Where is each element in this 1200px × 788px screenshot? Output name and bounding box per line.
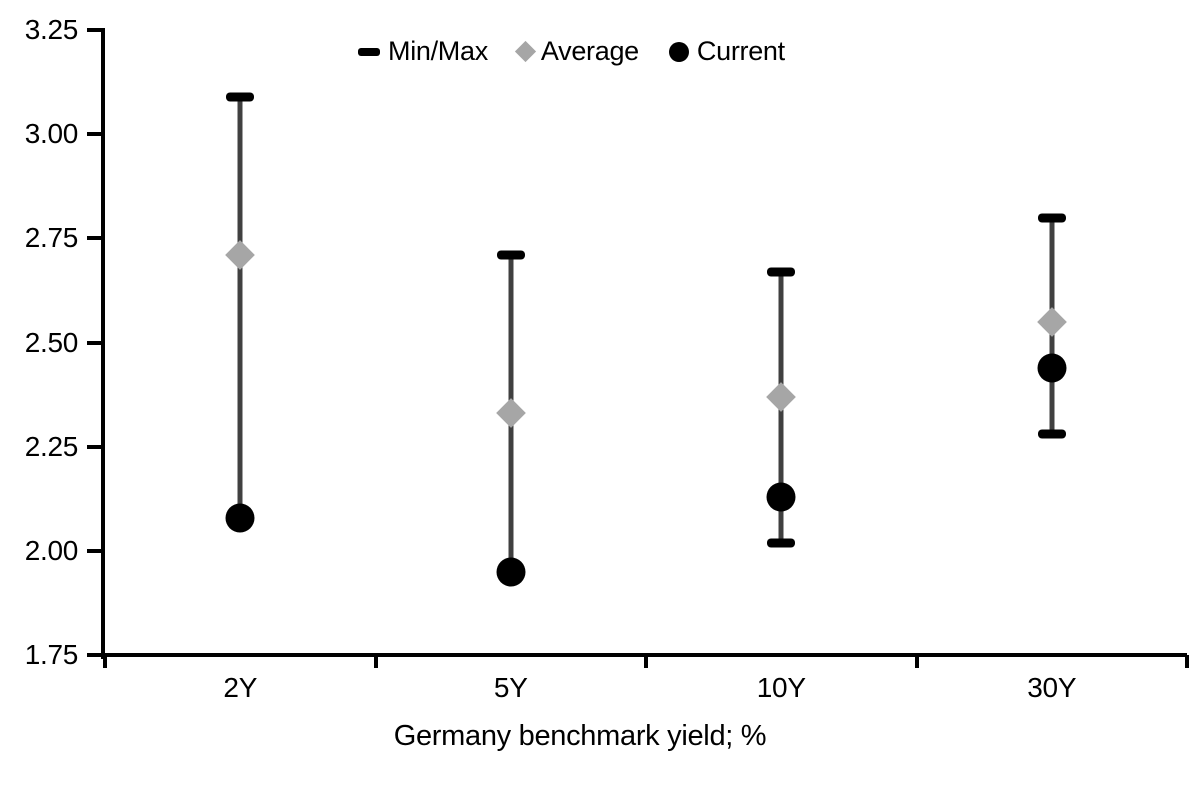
- x-axis-title: Germany benchmark yield; %: [393, 720, 767, 752]
- y-tick: [87, 132, 101, 137]
- y-tick-label: 2.50: [24, 326, 79, 358]
- average-diamond: [766, 381, 797, 412]
- max-cap: [226, 92, 255, 102]
- y-tick: [87, 444, 101, 449]
- current-dot: [225, 503, 255, 532]
- max-cap: [1037, 213, 1066, 222]
- current-dot: [1037, 353, 1067, 382]
- x-tick: [103, 655, 107, 668]
- y-tick-label: 3.25: [24, 14, 79, 45]
- legend-item-average: Average: [514, 36, 639, 67]
- y-tick-label: 2.25: [24, 430, 79, 462]
- x-category-label: 10Y: [756, 672, 806, 703]
- y-tick-label: 2.75: [24, 222, 79, 254]
- y-axis-line: [101, 28, 105, 659]
- average-diamond: [225, 240, 256, 270]
- legend-label: Average: [540, 36, 639, 66]
- y-tick: [87, 653, 101, 657]
- y-tick: [87, 236, 101, 241]
- y-tick: [87, 340, 101, 345]
- y-tick: [87, 28, 101, 32]
- y-tick: [87, 548, 101, 553]
- legend-label: Min/Max: [388, 36, 488, 66]
- dash-marker-icon: [358, 47, 380, 56]
- range-line: [237, 96, 243, 518]
- x-category-label: 30Y: [1027, 672, 1077, 703]
- average-diamond: [1036, 306, 1067, 337]
- legend-item-min-max: Min/Max: [358, 36, 488, 67]
- max-cap: [767, 267, 796, 277]
- y-tick-label: 1.75: [24, 639, 79, 670]
- current-dot: [496, 557, 526, 587]
- legend: Min/Max Average Current: [358, 36, 785, 67]
- x-category-label: 2Y: [223, 672, 258, 703]
- average-diamond: [495, 398, 526, 429]
- x-tick: [373, 655, 378, 668]
- x-tick: [644, 655, 648, 668]
- x-category-label: 5Y: [493, 672, 528, 703]
- legend-label: Current: [696, 36, 785, 66]
- circle-marker-icon: [668, 41, 689, 62]
- y-tick-label: 3.00: [24, 118, 79, 150]
- x-tick: [914, 655, 919, 668]
- min-cap: [1037, 429, 1066, 439]
- min-cap: [767, 538, 796, 547]
- y-tick-label: 2.00: [24, 534, 79, 566]
- legend-item-current: Current: [668, 36, 785, 67]
- diamond-marker-icon: [514, 40, 537, 63]
- x-tick: [1185, 655, 1189, 668]
- current-dot: [766, 482, 796, 512]
- max-cap: [496, 250, 525, 260]
